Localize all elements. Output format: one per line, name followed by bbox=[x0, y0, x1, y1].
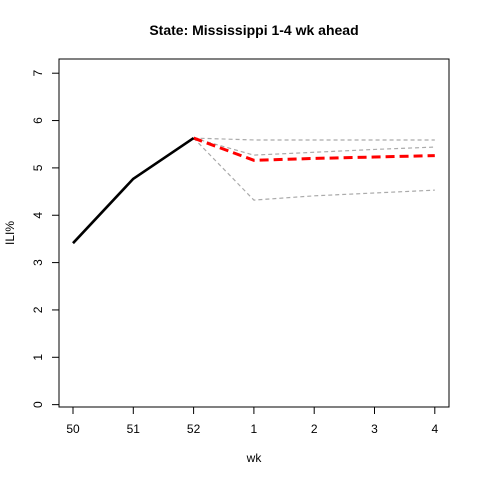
x-tick-label-4: 4 bbox=[431, 422, 438, 436]
series-observed bbox=[72, 136, 195, 245]
y-tick-label-6: 6 bbox=[31, 117, 45, 124]
y-tick-label-3: 3 bbox=[31, 259, 45, 266]
series-forecast-upper bbox=[193, 137, 435, 141]
plot-frame bbox=[58, 58, 450, 408]
x-axis: 50 51 52 1 2 3 4 bbox=[66, 407, 438, 436]
y-tick-label-1: 1 bbox=[31, 354, 45, 361]
series-forecast-point bbox=[193, 136, 435, 162]
series-layer bbox=[72, 136, 435, 245]
x-tick-label-52: 52 bbox=[187, 422, 201, 436]
y-tick-label-4: 4 bbox=[31, 212, 45, 219]
x-tick-label-50: 50 bbox=[66, 422, 80, 436]
y-tick-label-7: 7 bbox=[31, 70, 45, 77]
x-tick-label-3: 3 bbox=[371, 422, 378, 436]
y-tick-label-5: 5 bbox=[31, 164, 45, 171]
series-forecast-lower bbox=[193, 137, 435, 201]
y-axis: 0 1 2 3 4 5 6 7 bbox=[31, 70, 59, 408]
y-axis-label: ILI% bbox=[3, 221, 17, 245]
x-tick-label-1: 1 bbox=[251, 422, 258, 436]
series-forecast-mid bbox=[193, 137, 435, 156]
x-tick-label-51: 51 bbox=[127, 422, 141, 436]
y-tick-label-0: 0 bbox=[31, 401, 45, 408]
y-tick-label-2: 2 bbox=[31, 306, 45, 313]
chart-title: State: Mississippi 1-4 wk ahead bbox=[149, 22, 358, 38]
x-axis-label: wk bbox=[246, 451, 263, 465]
x-tick-label-2: 2 bbox=[311, 422, 318, 436]
